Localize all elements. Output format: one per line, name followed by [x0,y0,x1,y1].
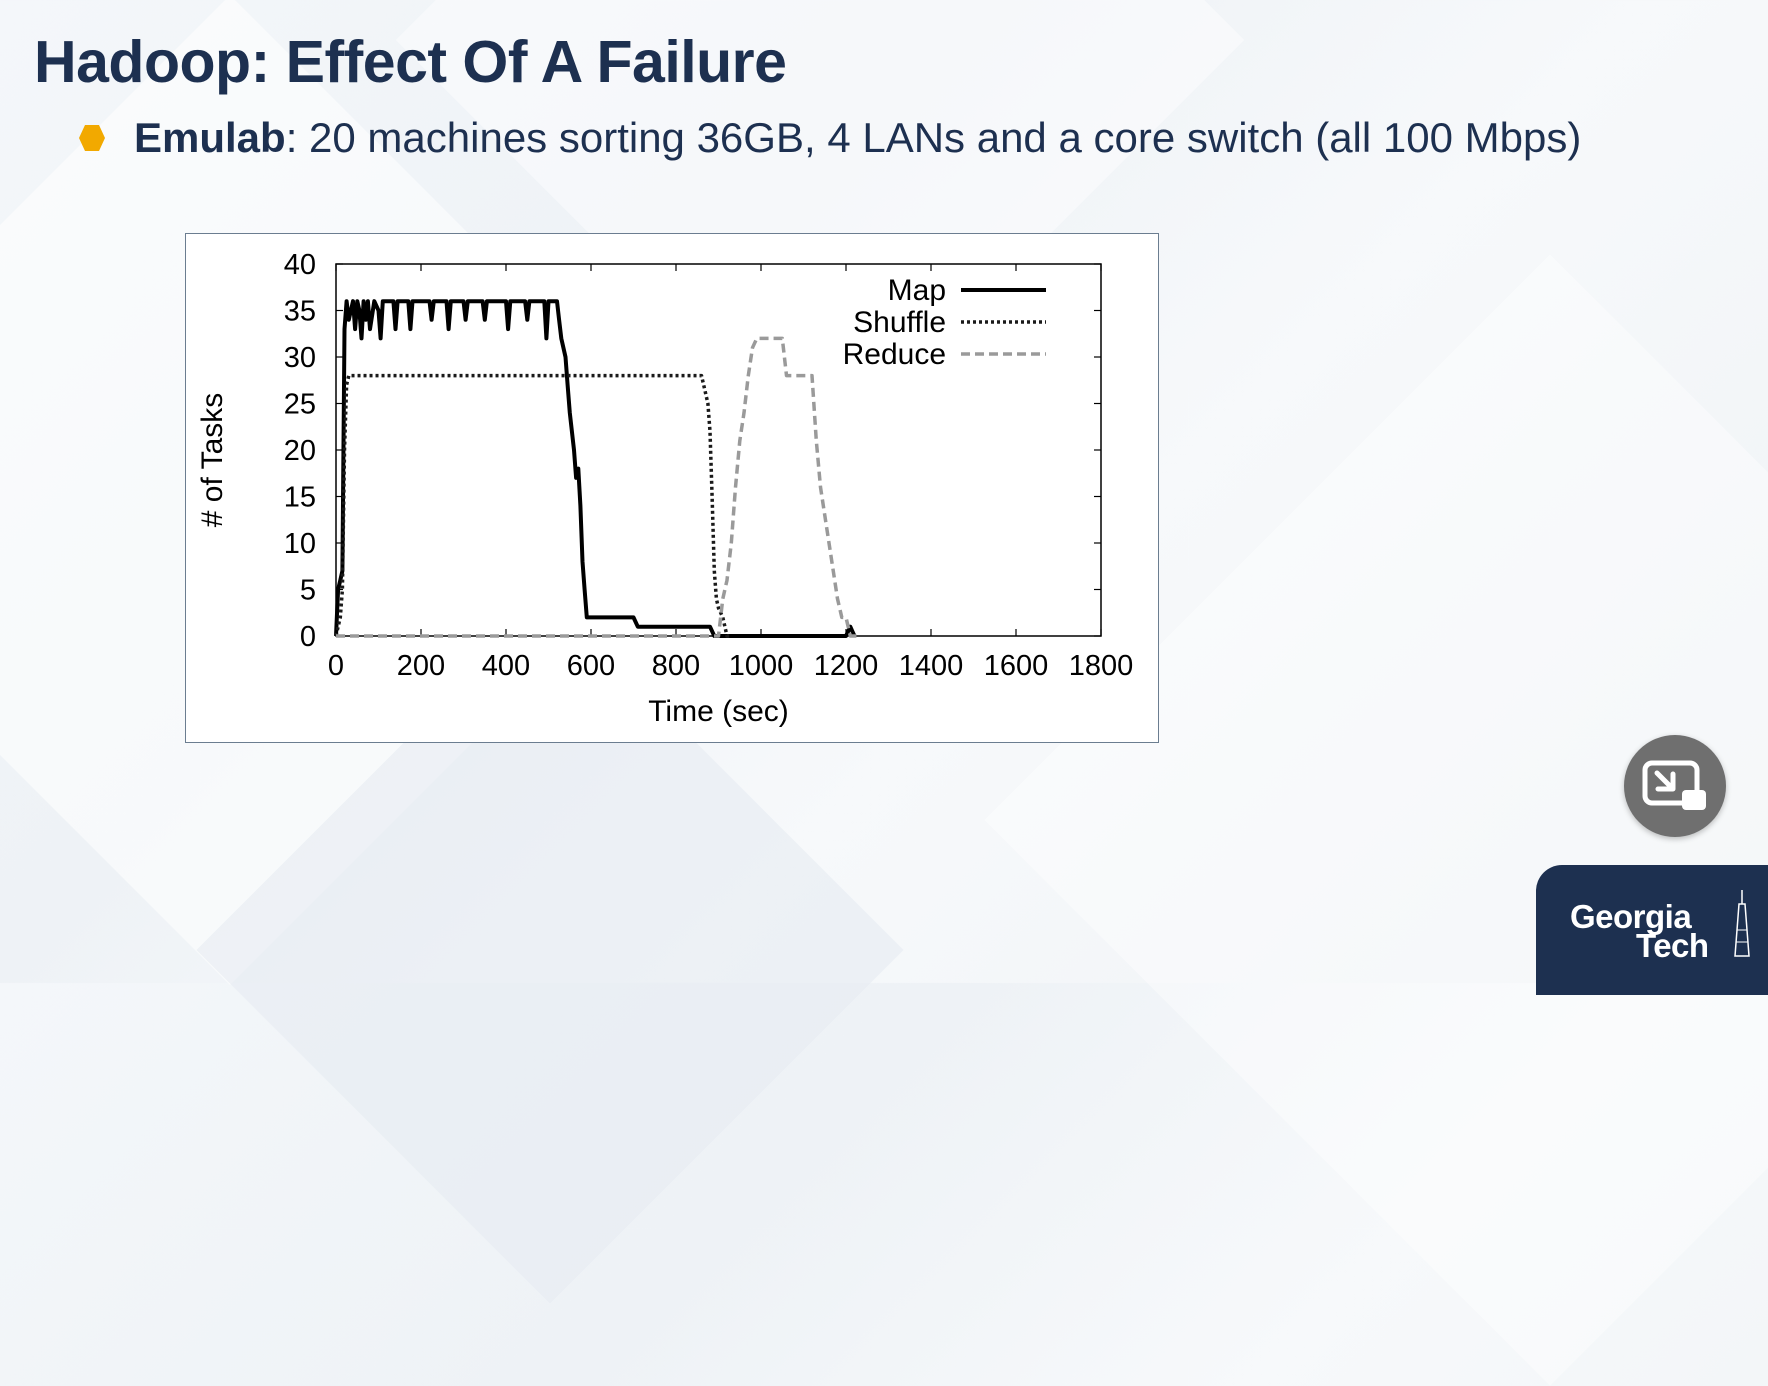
legend-label-reduce: Reduce [843,338,946,371]
x-tick-label: 1000 [729,650,794,682]
bullet-text: Emulab: 20 machines sorting 36GB, 4 LANs… [134,114,1581,162]
x-tick-label: 0 [328,650,344,682]
tower-icon [1734,890,1750,957]
y-tick-label: 30 [284,342,316,374]
slide-title: Hadoop: Effect Of A Failure [34,29,787,95]
logo-word-georgia: Georgia [1570,898,1692,935]
y-tick-label: 15 [284,482,316,514]
y-tick-label: 5 [300,575,316,607]
picture-in-picture-icon [1642,760,1706,810]
line-chart: 0 200 400 600 800 1000 1200 1400 1600 1800 0 5 10 15 2… [196,249,1134,728]
legend-label-shuffle: Shuffle [853,306,946,339]
series-line-shuffle [334,373,732,638]
bullet-item: Emulab: 20 machines sorting 36GB, 4 LANs… [78,114,1581,162]
logo-word-tech: Tech [1636,927,1709,964]
x-tick-label: 200 [397,650,445,682]
x-tick-label: 600 [567,650,615,682]
y-axis-label: # of Tasks [196,393,229,528]
series-line-map [334,299,857,638]
y-tick-label: 40 [284,249,316,281]
x-tick-label: 1800 [1069,650,1134,682]
y-tick-label: 20 [284,435,316,467]
bullet-strong-text: Emulab [134,114,286,161]
x-tick-label: 1400 [899,650,964,682]
chart-frame: 0 200 400 600 800 1000 1200 1400 1600 1800 0 5 10 15 2… [185,233,1159,743]
georgia-tech-logo: Georgia Tech [1536,865,1768,995]
hexagon-bullet-icon [79,125,105,151]
picture-in-picture-button[interactable] [1624,735,1726,837]
bullet-rest-text: : 20 machines sorting 36GB, 4 LANs and a… [285,114,1582,161]
series-line-reduce [336,336,859,638]
x-tick-label: 400 [482,650,530,682]
y-tick-label: 10 [284,528,316,560]
y-tick-label: 0 [300,621,316,653]
y-tick-label: 35 [284,296,316,328]
y-tick-label: 25 [284,389,316,421]
x-tick-label: 1600 [984,650,1049,682]
x-tick-label: 1200 [814,650,879,682]
legend-label-map: Map [888,274,946,307]
x-axis-label: Time (sec) [648,695,789,728]
x-tick-label: 800 [652,650,700,682]
